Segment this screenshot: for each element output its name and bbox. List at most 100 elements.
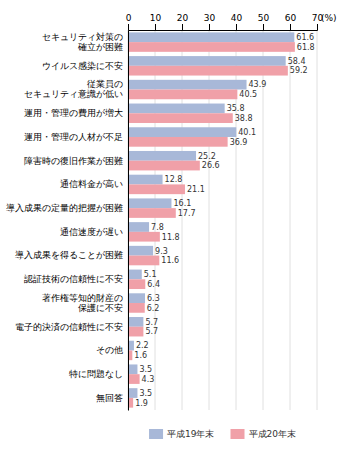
legend-swatch	[231, 429, 245, 439]
legend-swatch	[149, 429, 163, 439]
data-label: 26.6	[202, 161, 220, 170]
tick-label: 40	[231, 13, 243, 23]
bar	[128, 113, 233, 123]
bar	[128, 388, 137, 398]
data-label: 59.2	[290, 66, 308, 75]
tick: 従業員のセキュリティ意識が低い	[24, 79, 128, 99]
tick-label: 0	[126, 13, 132, 23]
tick: 導入成果を得ることが困難	[15, 250, 128, 260]
tick-label: 導入成果の定量的把握が困難	[6, 203, 123, 213]
legend-label: 平成19年末	[167, 429, 214, 439]
data-label: 5.7	[145, 327, 158, 336]
data-label: 5.7	[145, 318, 158, 327]
grid	[128, 30, 317, 410]
tick-label: その他	[96, 345, 123, 355]
data-label: 38.8	[235, 114, 253, 123]
data-label: 58.4	[288, 57, 306, 66]
tick: 通信速度が遅い	[60, 227, 128, 237]
x-axis: 010203040506070	[126, 13, 324, 31]
y-axis: セキュリティ対策の確立が困難ウイルス感染に不安従業員のセキュリティ意識が低い運用…	[6, 31, 129, 411]
bar	[128, 80, 247, 90]
tick: 通信料金が高い	[60, 179, 128, 189]
bar	[128, 151, 196, 161]
bar	[128, 56, 286, 66]
tick-label: 電子的決済の信頼性に不安	[15, 322, 123, 332]
data-label: 40.5	[239, 90, 257, 99]
data-label: 40.1	[238, 128, 256, 137]
tick-label: 著作権等知的財産の保護に不安	[42, 293, 123, 313]
data-label: 17.7	[178, 209, 196, 218]
tick-label: セキュリティ対策の確立が困難	[42, 32, 123, 52]
tick: 50	[258, 13, 270, 30]
data-label: 16.1	[173, 199, 191, 208]
data-label: 2.2	[136, 341, 149, 350]
bar	[128, 256, 159, 266]
grid-line	[317, 30, 318, 410]
tick: ウイルス感染に不安	[42, 61, 128, 71]
tick-label: 特に問題なし	[69, 369, 123, 379]
tick-mark	[290, 24, 291, 30]
data-label: 11.6	[161, 256, 179, 265]
data-label: 61.6	[296, 33, 314, 42]
data-label: 11.8	[162, 233, 180, 242]
bar	[128, 42, 295, 52]
tick-label: 導入成果を得ることが困難	[15, 250, 123, 260]
chart: 61.658.443.935.840.125.212.816.17.89.35.…	[0, 0, 345, 450]
axis-label: (%)	[321, 13, 337, 23]
tick-mark	[182, 24, 183, 30]
tick-label: 通信速度が遅い	[60, 227, 123, 237]
bar	[128, 90, 237, 100]
tick-label: 認証技術の信頼性に不安	[24, 274, 123, 284]
tick-mark	[236, 24, 237, 30]
tick-label: 障害時の復旧作業が困難	[24, 156, 123, 166]
plot: 61.658.443.935.840.125.212.816.17.89.35.…	[6, 13, 337, 411]
tick-label: ウイルス感染に不安	[42, 61, 123, 71]
tick: 10	[150, 13, 162, 30]
bar	[128, 127, 236, 137]
tick-label: 10	[150, 13, 162, 23]
tick: 無回答	[96, 393, 128, 403]
tick: セキュリティ対策の確立が困難	[42, 32, 128, 52]
bar	[128, 175, 163, 185]
bar	[128, 184, 185, 194]
tick: 運用・管理の人材が不足	[24, 132, 128, 142]
tick-label: 従業員のセキュリティ意識が低い	[24, 79, 123, 99]
tick-label: 運用・管理の費用が増大	[24, 108, 123, 118]
grid-line	[290, 30, 291, 410]
bar	[128, 32, 294, 42]
data-label: 43.9	[249, 80, 267, 89]
bar	[128, 317, 143, 327]
tick: 0	[126, 13, 132, 30]
tick-label: 運用・管理の人材が不足	[24, 132, 123, 142]
bar	[128, 66, 288, 76]
tick: 著作権等知的財産の保護に不安	[42, 293, 128, 313]
tick: 20	[177, 13, 189, 30]
data-label: 5.1	[144, 270, 157, 279]
data-label: 1.9	[135, 399, 148, 408]
data-label: 12.8	[165, 175, 183, 184]
bar	[128, 161, 200, 171]
tick-label: 30	[204, 13, 216, 23]
tick: 電子的決済の信頼性に不安	[15, 322, 128, 332]
grid-line	[128, 30, 129, 410]
bar	[128, 104, 225, 114]
bar	[128, 279, 145, 289]
data-label: 35.8	[227, 104, 245, 113]
tick-label: 20	[177, 13, 189, 23]
tick: 認証技術の信頼性に不安	[24, 274, 128, 284]
tick-mark	[209, 24, 210, 30]
data-label: 7.8	[151, 223, 164, 232]
legend-label: 平成20年末	[249, 429, 296, 439]
bar	[128, 232, 160, 242]
data-label: 61.8	[297, 43, 315, 52]
bar	[128, 327, 143, 337]
tick: 60	[285, 13, 297, 30]
bar	[128, 270, 142, 280]
data-label: 3.5	[139, 365, 152, 374]
axis-line	[129, 24, 318, 31]
data-label: 6.2	[147, 304, 160, 313]
data-label: 4.3	[142, 375, 155, 384]
tick-label: 50	[258, 13, 270, 23]
data-labels: 61.658.443.935.840.125.212.816.17.89.35.…	[134, 33, 314, 408]
bar	[128, 293, 145, 303]
